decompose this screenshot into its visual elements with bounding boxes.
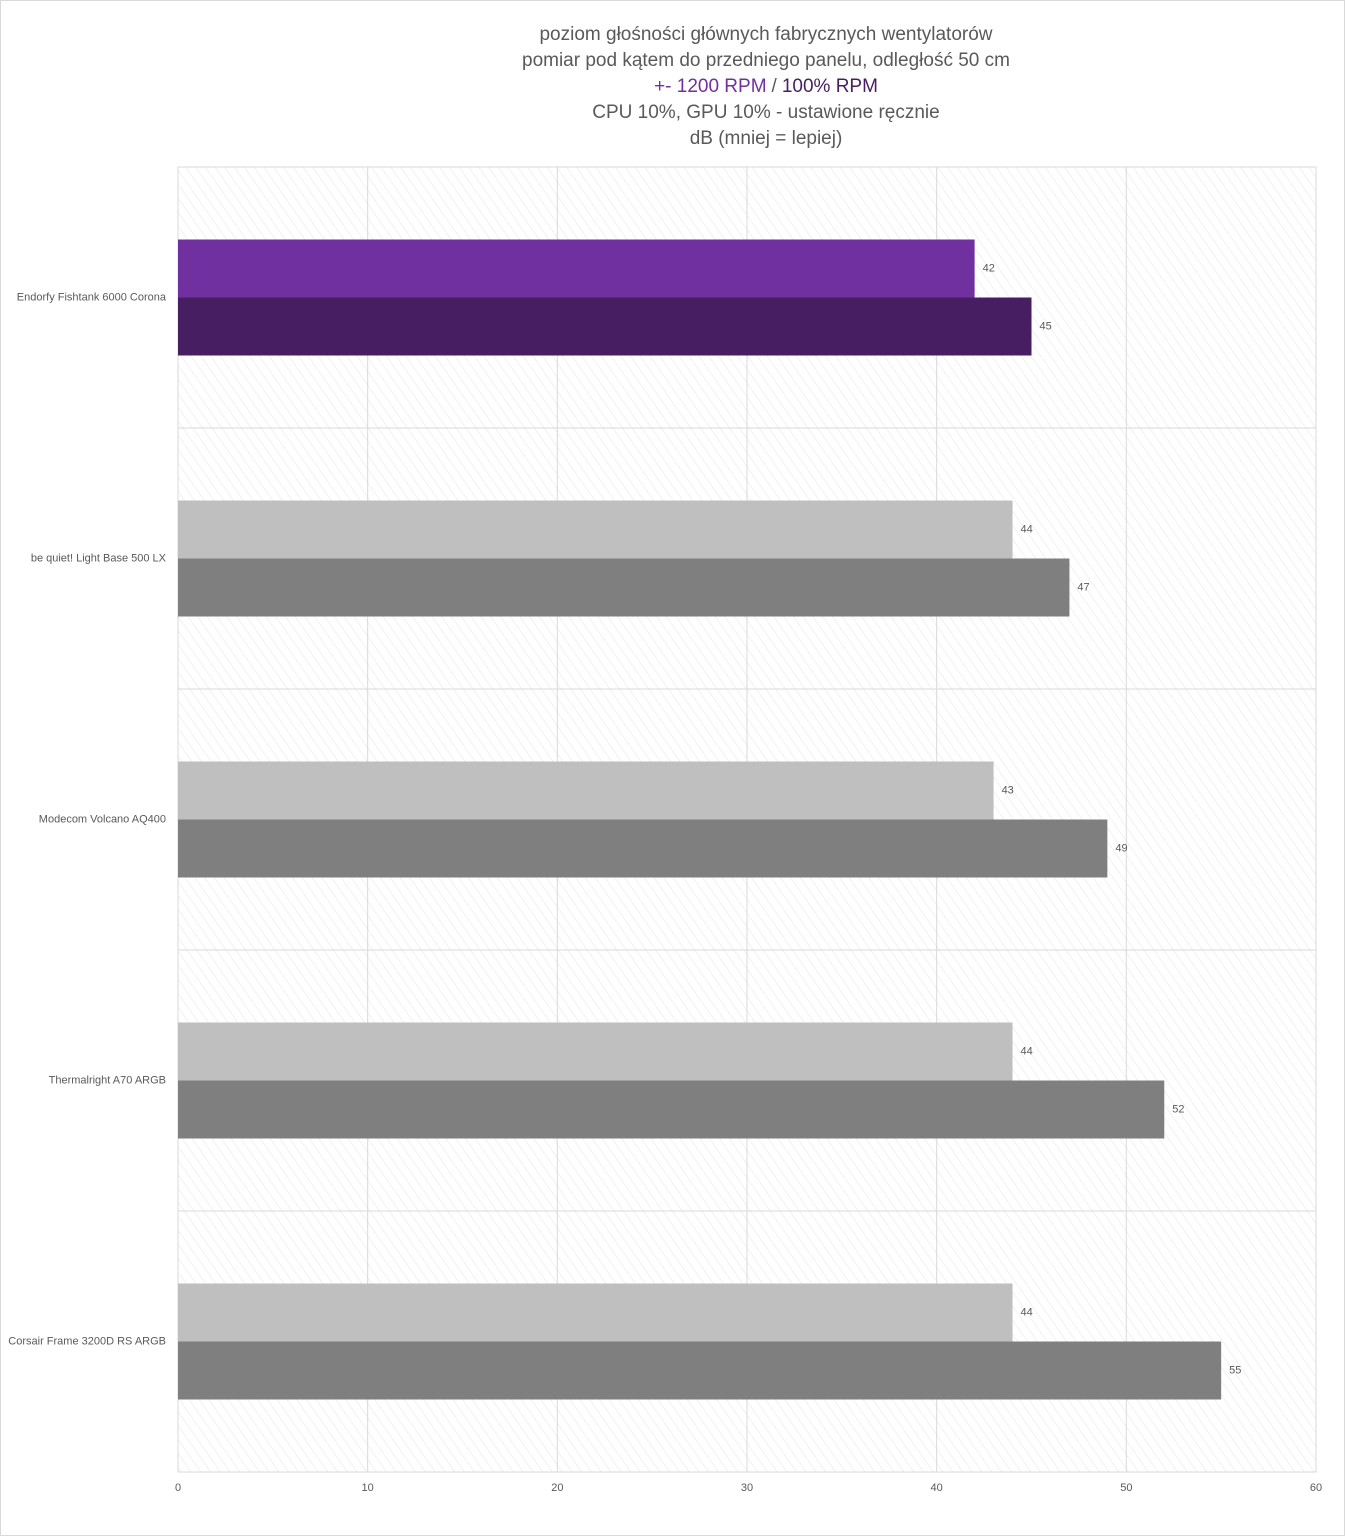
legend-separator: / <box>772 76 778 97</box>
data-label: 43 <box>1002 784 1014 796</box>
data-label: 55 <box>1229 1364 1241 1376</box>
y-tick-label: Corsair Frame 3200D RS ARGB <box>8 1335 166 1347</box>
data-label: 52 <box>1172 1103 1184 1115</box>
bar <box>178 558 1070 617</box>
legend-entry: 100% RPM <box>782 76 878 97</box>
bar <box>178 761 994 820</box>
bar <box>178 239 975 298</box>
chart-title: poziom głośności głównych fabrycznych we… <box>539 24 992 45</box>
x-tick-label: 10 <box>362 1482 374 1494</box>
data-label: 47 <box>1077 581 1089 593</box>
x-tick-label: 30 <box>741 1482 753 1494</box>
chart-subtitle: CPU 10%, GPU 10% - ustawione ręcznie <box>592 102 939 123</box>
bar <box>178 297 1032 356</box>
legend-entry: +- 1200 RPM <box>654 76 766 97</box>
data-label: 49 <box>1115 842 1127 854</box>
data-label: 44 <box>1021 1045 1033 1057</box>
bar <box>178 500 1013 559</box>
y-tick-label: Endorfy Fishtank 6000 Corona <box>17 291 167 303</box>
data-label: 42 <box>983 262 995 274</box>
chart-title: pomiar pod kątem do przedniego panelu, o… <box>522 50 1010 71</box>
data-label: 44 <box>1021 523 1033 535</box>
data-label: 44 <box>1021 1306 1033 1318</box>
x-tick-label: 20 <box>551 1482 563 1494</box>
y-tick-label: be quiet! Light Base 500 LX <box>31 552 167 564</box>
bar <box>178 1283 1013 1342</box>
x-tick-label: 50 <box>1120 1482 1132 1494</box>
x-tick-label: 60 <box>1310 1482 1322 1494</box>
x-tick-label: 40 <box>931 1482 943 1494</box>
bar <box>178 1341 1222 1400</box>
y-tick-label: Modecom Volcano AQ400 <box>39 813 166 825</box>
bar <box>178 819 1108 878</box>
y-tick-label: Thermalright A70 ARGB <box>49 1074 166 1086</box>
data-label: 45 <box>1040 320 1052 332</box>
chart-subtitle: dB (mniej = lepiej) <box>690 128 843 149</box>
bar <box>178 1022 1013 1081</box>
legend: +- 1200 RPM /100% RPM <box>654 76 878 97</box>
bar <box>178 1080 1165 1139</box>
x-tick-label: 0 <box>175 1482 181 1494</box>
